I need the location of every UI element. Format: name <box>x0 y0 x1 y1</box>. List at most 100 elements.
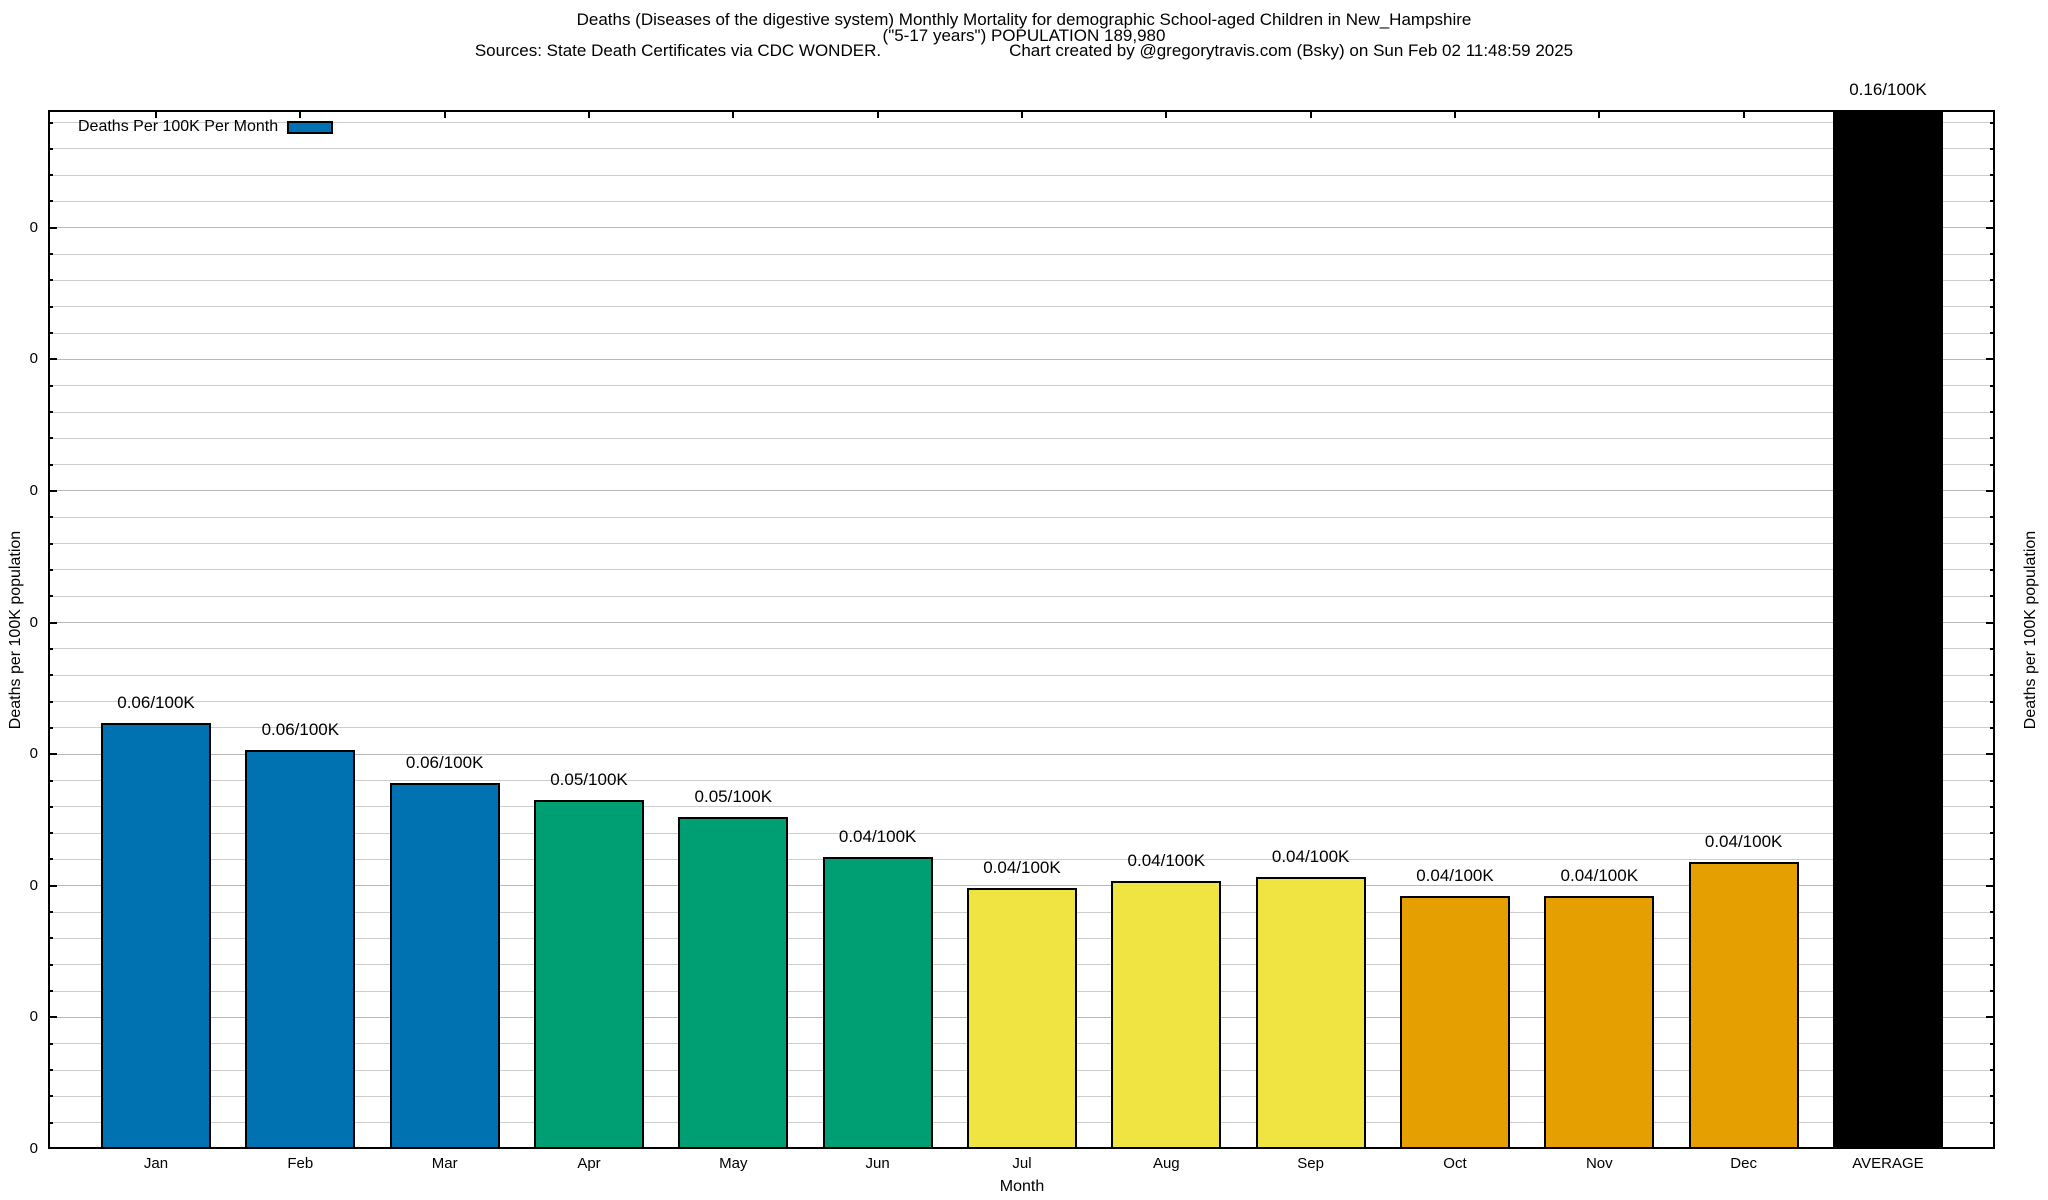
y-tick-label: 0 <box>29 350 38 368</box>
gridline <box>48 858 1995 860</box>
gridline <box>48 490 1995 492</box>
x-tick-label: AVERAGE <box>1852 1155 1924 1172</box>
gridline <box>48 200 1995 202</box>
bar-value-label: 0.04/100K <box>1416 865 1494 885</box>
y-tick <box>1990 911 1995 914</box>
y-tick <box>48 779 53 782</box>
sources-label: Sources: State Death Certificates via CD… <box>474 41 882 60</box>
gridline <box>48 332 1995 334</box>
y-tick <box>48 1121 53 1124</box>
y-tick <box>48 1016 57 1019</box>
chart-caption-row: Sources: State Death Certificates via CD… <box>0 42 2048 59</box>
x-tick-label: Mar <box>431 1155 458 1172</box>
y-tick <box>1990 858 1995 861</box>
bar-nov <box>1544 895 1655 1149</box>
y-tick <box>1990 437 1995 440</box>
x-tick <box>1020 110 1023 118</box>
y-tick <box>48 884 57 887</box>
y-tick <box>48 305 53 308</box>
gridline <box>48 727 1995 729</box>
x-tick <box>732 110 735 118</box>
x-tick-label: Sep <box>1297 1155 1324 1172</box>
x-axis-label: Month <box>999 1178 1045 1195</box>
y-tick <box>1990 805 1995 808</box>
x-tick <box>587 110 590 118</box>
y-tick <box>48 700 53 703</box>
credit-label: Chart created by @gregorytravis.com (Bsk… <box>1009 41 1574 60</box>
gridline <box>48 411 1995 413</box>
y-tick <box>48 1095 53 1098</box>
y-tick <box>1990 1042 1995 1045</box>
bar-oct <box>1399 895 1510 1149</box>
gridline <box>48 674 1995 676</box>
chart-title: Deaths (Diseases of the digestive system… <box>576 10 1472 29</box>
y-tick <box>48 937 53 940</box>
y-tick <box>1990 516 1995 519</box>
y-tick <box>1990 463 1995 466</box>
x-tick-label: Feb <box>287 1155 314 1172</box>
gridline <box>48 543 1995 545</box>
bar-value-label: 0.16/100K <box>1849 80 1927 99</box>
x-tick-label: Oct <box>1443 1155 1467 1172</box>
y-tick <box>48 542 53 545</box>
y-tick <box>1990 147 1995 150</box>
gridline <box>48 122 1995 123</box>
gridline <box>48 832 1995 834</box>
y-tick <box>1990 595 1995 598</box>
y-tick <box>1990 647 1995 650</box>
y-tick <box>48 1069 53 1072</box>
gridline <box>48 358 1995 360</box>
y-tick <box>48 647 53 650</box>
y-tick <box>1986 884 1995 887</box>
y-tick <box>1990 963 1995 966</box>
y-tick <box>48 832 53 835</box>
gridline <box>48 701 1995 703</box>
y-tick <box>1986 1016 1995 1019</box>
y-tick <box>1990 779 1995 782</box>
y-tick <box>48 463 53 466</box>
bar-aug <box>1111 881 1222 1149</box>
gridline <box>48 780 1995 781</box>
y-tick <box>48 226 57 229</box>
x-tick-label: May <box>719 1155 748 1172</box>
legend-swatch <box>287 120 334 134</box>
y-tick <box>48 595 53 598</box>
bar-value-label: 0.04/100K <box>983 857 1061 877</box>
y-tick <box>1990 332 1995 335</box>
y-tick <box>48 516 53 519</box>
y-tick <box>48 147 53 150</box>
x-tick-label: Jun <box>865 1155 890 1172</box>
y-tick <box>1986 489 1995 492</box>
bar-jan <box>101 722 211 1149</box>
bar-value-label: 0.05/100K <box>550 770 628 790</box>
gridline <box>48 516 1995 518</box>
x-tick <box>1165 110 1168 118</box>
gridline <box>48 437 1995 439</box>
legend: Deaths Per 100K Per Month <box>78 119 334 135</box>
bar-value-label: 0.04/100K <box>1704 832 1783 852</box>
y-tick <box>48 358 57 361</box>
y-tick-label: 0 <box>29 481 38 499</box>
y-tick <box>48 332 53 335</box>
y-tick <box>48 621 57 624</box>
y-tick <box>1990 990 1995 993</box>
x-tick <box>155 110 157 118</box>
y-tick <box>48 990 53 993</box>
x-tick <box>1453 110 1456 118</box>
gridline <box>48 253 1995 255</box>
y-tick <box>48 858 53 861</box>
y-tick <box>48 121 53 124</box>
y-tick-label: 0 <box>29 1140 38 1157</box>
y-tick <box>1990 411 1995 414</box>
y-tick-label: 0 <box>29 613 38 631</box>
y-tick <box>1990 700 1995 703</box>
y-tick <box>1990 305 1995 308</box>
gridline <box>48 885 1995 887</box>
y-tick <box>1990 1121 1995 1124</box>
gridline <box>48 622 1995 624</box>
bar-value-label: 0.04/100K <box>1271 847 1350 867</box>
y-tick <box>1990 568 1995 571</box>
x-tick-label: Dec <box>1730 1155 1757 1172</box>
y-tick <box>48 805 53 808</box>
